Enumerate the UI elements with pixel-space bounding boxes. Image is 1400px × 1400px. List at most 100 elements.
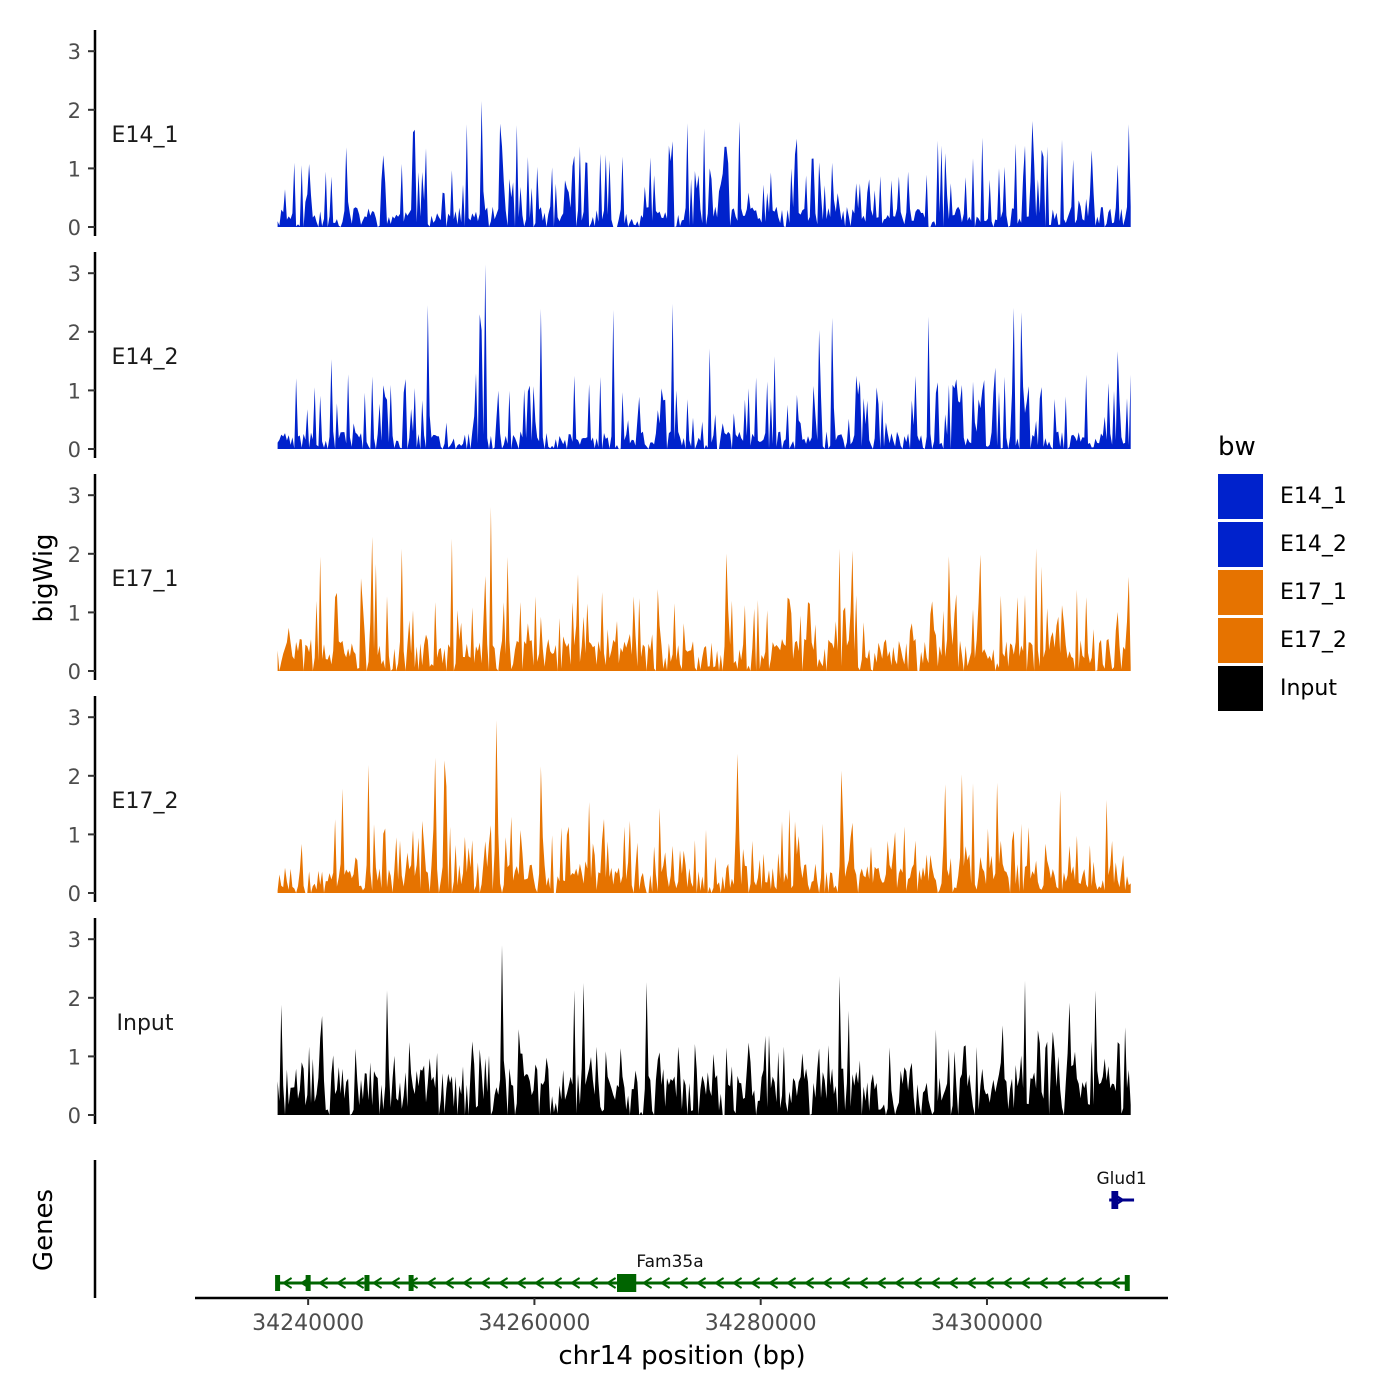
strand-arrow	[1055, 1277, 1067, 1289]
track-label: E14_2	[112, 345, 179, 370]
y-tick-label: 3	[68, 706, 81, 730]
y-tick-label: 1	[68, 1045, 81, 1069]
signal-area	[277, 101, 1131, 227]
y-tick-label: 1	[68, 601, 81, 625]
strand-arrow	[875, 1277, 887, 1289]
gene-exon	[408, 1275, 414, 1291]
y-tick-label: 1	[68, 157, 81, 181]
strand-arrow	[821, 1277, 833, 1289]
legend-label: E17_1	[1280, 579, 1347, 605]
legend-swatch	[1218, 569, 1263, 615]
strand-arrow	[857, 1277, 869, 1289]
strand-arrow	[587, 1277, 599, 1289]
y-tick-label: 3	[68, 262, 81, 286]
strand-arrow	[929, 1277, 941, 1289]
signal-area	[277, 264, 1131, 449]
gene-exon	[305, 1275, 311, 1291]
y-tick-label: 2	[68, 321, 81, 345]
strand-arrow	[695, 1277, 707, 1289]
gene-glud1: Glud1	[1096, 1169, 1147, 1209]
strand-arrow	[479, 1277, 491, 1289]
genes-panel-title: Genes	[29, 1189, 59, 1271]
strand-arrow	[1019, 1277, 1031, 1289]
legend-swatch	[1218, 473, 1263, 519]
track-label: E14_1	[112, 123, 179, 148]
strand-arrow	[335, 1277, 347, 1289]
legend-title: bw	[1218, 432, 1256, 462]
strand-arrow	[749, 1277, 761, 1289]
strand-arrow	[317, 1277, 329, 1289]
strand-arrow	[1037, 1277, 1049, 1289]
strand-arrow	[425, 1277, 437, 1289]
y-tick-label: 1	[68, 823, 81, 847]
strand-arrow	[515, 1277, 527, 1289]
y-tick-label: 3	[68, 484, 81, 508]
y-tick-label: 2	[68, 99, 81, 123]
strand-arrow	[443, 1277, 455, 1289]
y-tick-label: 0	[68, 1104, 81, 1128]
strand-arrow	[713, 1277, 725, 1289]
legend-swatch	[1218, 665, 1263, 711]
strand-arrow	[659, 1277, 671, 1289]
strand-arrow	[569, 1277, 581, 1289]
strand-arrow	[1073, 1277, 1085, 1289]
y-axis-title: bigWig	[29, 533, 59, 622]
strand-arrow	[389, 1277, 401, 1289]
strand-arrow	[353, 1277, 365, 1289]
strand-arrow	[803, 1277, 815, 1289]
x-axis-title: chr14 position (bp)	[558, 1341, 805, 1371]
track-e14-2: 0 1 2 3 E14_2	[68, 252, 1131, 462]
strand-arrow	[1001, 1277, 1013, 1289]
legend-item-e14-1: E14_1	[1218, 472, 1388, 520]
x-tick-label: 34280000	[705, 1311, 817, 1336]
strand-arrow	[839, 1277, 851, 1289]
strand-arrow	[911, 1277, 923, 1289]
strand-arrow	[641, 1277, 653, 1289]
gene-exon	[275, 1275, 281, 1291]
track-e17-2: 0 1 2 3 E17_2	[68, 696, 1131, 906]
y-tick-label: 3	[68, 40, 81, 64]
legend-label: E14_1	[1280, 483, 1347, 509]
y-tick-label: 2	[68, 987, 81, 1011]
strand-arrow	[497, 1277, 509, 1289]
y-tick-label: 2	[68, 765, 81, 789]
signal-area	[277, 720, 1131, 893]
strand-arrow	[785, 1277, 797, 1289]
strand-arrow	[605, 1277, 617, 1289]
strand-arrow	[893, 1277, 905, 1289]
strand-arrow	[1091, 1277, 1103, 1289]
strand-arrow	[371, 1277, 383, 1289]
x-axis: 34240000 34260000 34280000 34300000	[195, 1296, 1168, 1336]
strand-arrow	[983, 1277, 995, 1289]
track-label: Input	[117, 1011, 174, 1036]
x-tick-label: 34300000	[931, 1311, 1043, 1336]
strand-arrow	[677, 1277, 689, 1289]
track-label: E17_1	[112, 567, 179, 592]
legend-label: E14_2	[1280, 531, 1347, 557]
track-label: E17_2	[112, 789, 179, 814]
legend-item-e14-2: E14_2	[1218, 520, 1388, 568]
gene-label: Fam35a	[636, 1252, 703, 1272]
track-e17-1: 0 1 2 3 E17_1	[68, 474, 1131, 684]
strand-arrow	[767, 1277, 779, 1289]
legend-label: Input	[1280, 675, 1337, 701]
y-tick-label: 0	[68, 660, 81, 684]
gene-exon	[1124, 1275, 1130, 1291]
strand-arrow	[281, 1277, 293, 1289]
strand-arrow	[731, 1277, 743, 1289]
y-tick-label: 1	[68, 379, 81, 403]
strand-arrow	[551, 1277, 563, 1289]
legend-item-input: Input	[1218, 664, 1388, 712]
y-tick-label: 0	[68, 882, 81, 906]
legend-label: E17_2	[1280, 627, 1347, 653]
gene-cds-block	[617, 1274, 637, 1292]
track-e14-1: 0 1 2 3 E14_1	[68, 30, 1131, 240]
legend-swatch	[1218, 617, 1263, 663]
x-tick-label: 34240000	[252, 1311, 364, 1336]
strand-arrow	[461, 1277, 473, 1289]
legend-swatch	[1218, 521, 1263, 567]
gene-label: Glud1	[1096, 1169, 1146, 1189]
strand-arrow	[533, 1277, 545, 1289]
gene-fam35a: Fam35a	[275, 1252, 1130, 1292]
